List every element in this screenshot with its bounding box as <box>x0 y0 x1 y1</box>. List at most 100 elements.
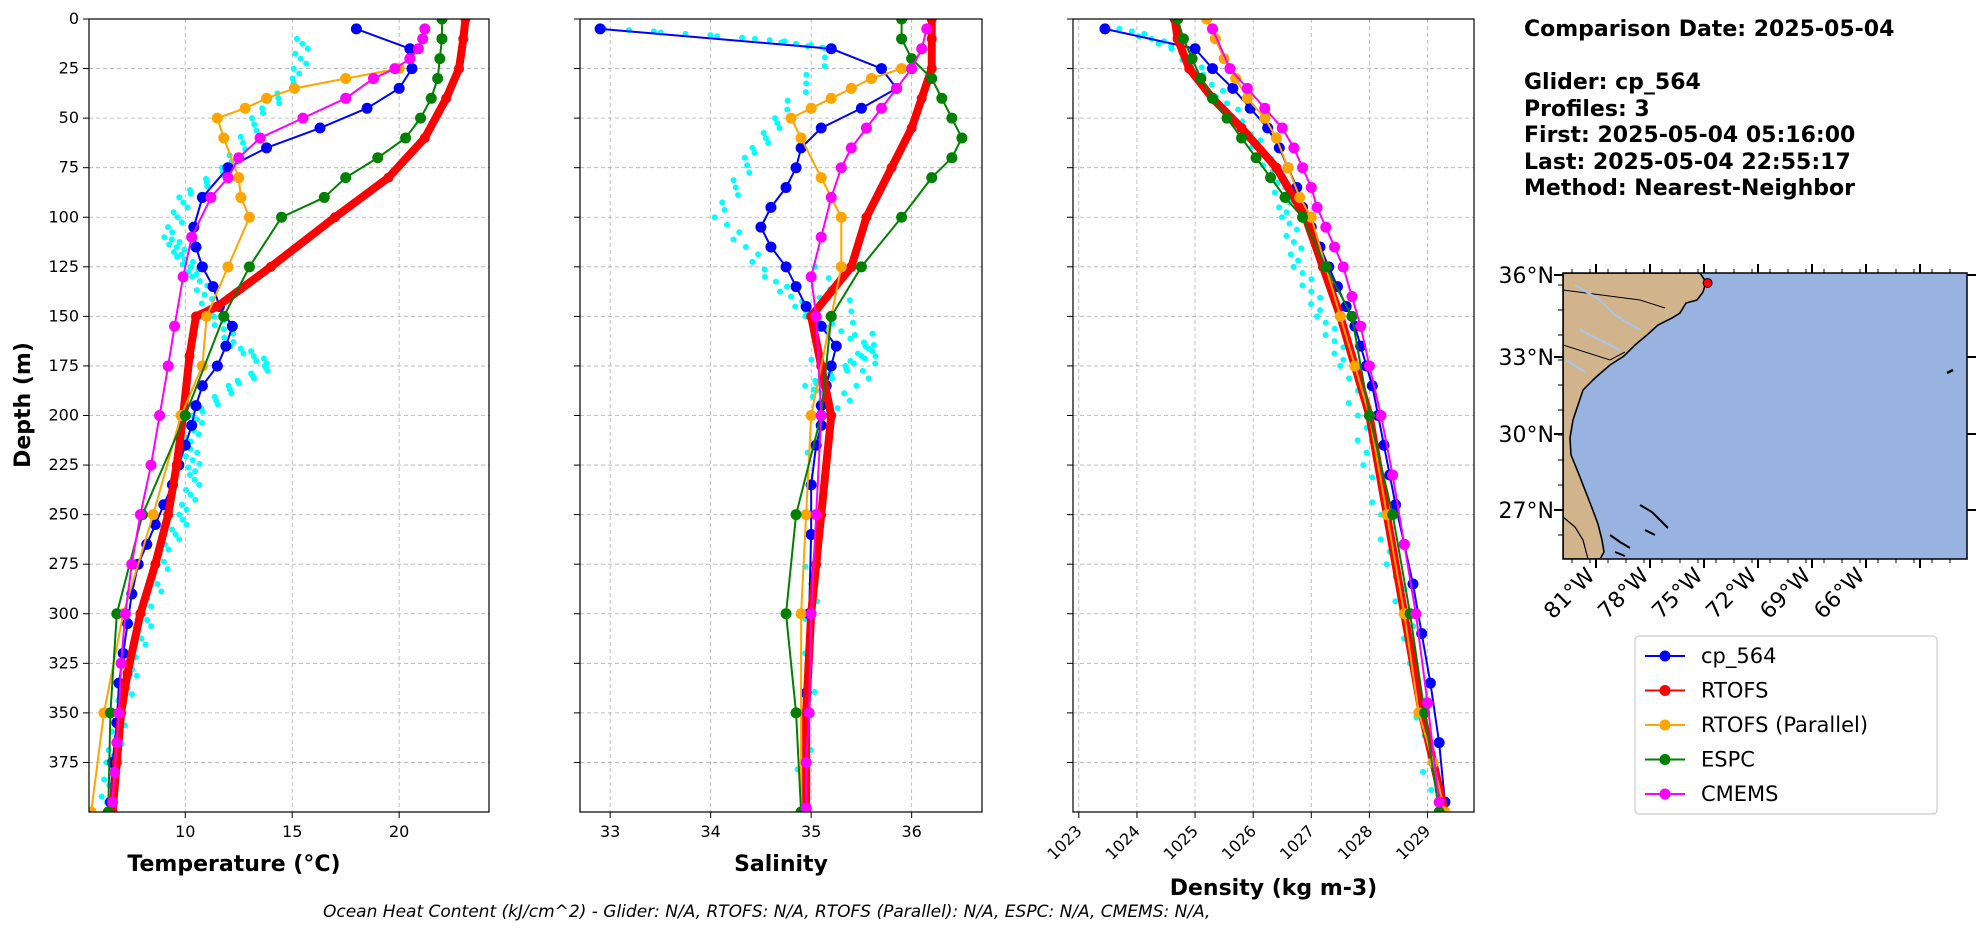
series-point <box>186 231 198 243</box>
y-tick-label: 200 <box>48 406 79 425</box>
glider-raw-point <box>859 367 866 374</box>
lat-label: 30°N <box>1499 423 1554 448</box>
glider-raw-point <box>739 34 746 41</box>
series-point <box>1294 191 1306 203</box>
series-point <box>419 23 431 35</box>
series-point <box>1407 578 1419 590</box>
series-point <box>1276 122 1288 134</box>
x-tick-label: 33 <box>600 822 620 841</box>
series-point <box>417 33 429 45</box>
glider-raw-point <box>196 460 203 467</box>
series-point <box>891 82 903 94</box>
glider-raw-point <box>772 278 779 285</box>
series-point <box>1206 92 1218 104</box>
series-point <box>835 162 847 174</box>
glider-raw-point <box>1383 561 1390 568</box>
panel-3: 1023 1024 1025 1026 1027 1028 1029 Density (kg … <box>1043 18 1475 901</box>
glider-raw-point <box>829 375 836 382</box>
y-tick-label: 150 <box>48 306 79 325</box>
glider-raw-point <box>193 287 200 294</box>
legend-items: cp_564 RTOFS RTOFS (Parallel) ESPC CMEMS <box>1645 644 1868 806</box>
y-tick-label: 300 <box>48 604 79 623</box>
series-point <box>815 231 827 243</box>
glider-raw-point <box>1346 375 1353 382</box>
glider-raw-point <box>180 199 187 206</box>
glider-raw-point <box>160 558 167 565</box>
series-point <box>1271 162 1282 173</box>
glider-raw-point <box>762 134 769 141</box>
series-point <box>594 23 606 35</box>
series-point <box>419 132 430 143</box>
glider-raw-point <box>766 37 773 44</box>
glider-raw-point <box>196 278 203 285</box>
series-point <box>876 102 887 114</box>
series-point <box>1320 261 1332 273</box>
glider-raw-point <box>158 588 165 595</box>
legend-marker <box>1659 685 1671 696</box>
series-point <box>122 668 133 679</box>
comparison-date: Comparison Date: 2025-05-04 <box>1524 17 1894 42</box>
series-point <box>205 191 217 203</box>
glider-raw-point <box>170 248 177 255</box>
series-point <box>1282 162 1294 174</box>
glider-raw-point <box>1290 263 1297 270</box>
x-tick-label: 1028 <box>1334 821 1376 863</box>
series-point <box>765 241 777 253</box>
series-point <box>1334 310 1346 322</box>
panel-1: 10 15 200255075100125150175200225250275300… <box>48 9 490 877</box>
glider-raw-point <box>192 468 199 475</box>
series-point <box>825 92 837 104</box>
glider-raw-point <box>101 776 108 783</box>
series-point <box>190 241 202 253</box>
glider-raw-point <box>838 328 845 335</box>
map-gulf-coast-left <box>1563 516 1589 559</box>
panel-2: 33 34 35 36 Salinity <box>574 18 983 877</box>
series-point <box>171 460 182 471</box>
y-tick-label: 325 <box>48 653 79 672</box>
map-frame <box>1562 272 1968 560</box>
series-point <box>795 132 807 144</box>
legend-marker <box>1659 650 1671 662</box>
glider-raw-point <box>1308 300 1315 307</box>
lat-label: 27°N <box>1499 499 1554 524</box>
series-point <box>826 410 837 421</box>
glider-raw-point <box>248 115 255 122</box>
lat-label: 36°N <box>1499 264 1554 289</box>
glider-raw-point <box>1235 106 1242 113</box>
series-point <box>179 410 191 421</box>
series-point <box>458 33 469 44</box>
series-point <box>436 19 448 25</box>
series-point <box>340 72 352 84</box>
glider-raw-point <box>1337 362 1344 369</box>
legend-marker <box>1659 788 1671 800</box>
glider-raw-point <box>1369 474 1376 481</box>
series-point <box>162 360 174 372</box>
series-point <box>340 92 352 104</box>
series-point <box>755 221 767 233</box>
series-point <box>1250 152 1262 164</box>
glider-raw-point <box>1283 209 1290 216</box>
glider-raw-point <box>251 375 258 382</box>
glider-raw-point <box>872 353 879 360</box>
glider-raw-point <box>869 348 876 355</box>
series-point <box>318 191 330 203</box>
series-point <box>916 43 928 55</box>
series-point <box>235 191 247 203</box>
series-point <box>150 559 161 570</box>
glider-raw-point <box>251 121 258 128</box>
glider-raw-point <box>183 506 190 513</box>
glider-raw-point <box>228 390 235 397</box>
series-point <box>1424 677 1436 689</box>
series-point <box>1265 172 1277 184</box>
series-point <box>169 320 181 332</box>
series-point <box>111 757 122 768</box>
series-point <box>340 172 352 184</box>
x-tick-label: 1029 <box>1392 821 1434 863</box>
glider-raw-point <box>169 229 176 236</box>
glider-raw-point <box>128 691 135 698</box>
series-point <box>1099 23 1111 35</box>
legend-label: RTOFS (Parallel) <box>1701 713 1868 737</box>
glider-raw-point <box>264 367 271 374</box>
profile-panels: 10 15 200255075100125150175200225250275300… <box>48 9 1475 901</box>
series-point <box>104 707 116 719</box>
